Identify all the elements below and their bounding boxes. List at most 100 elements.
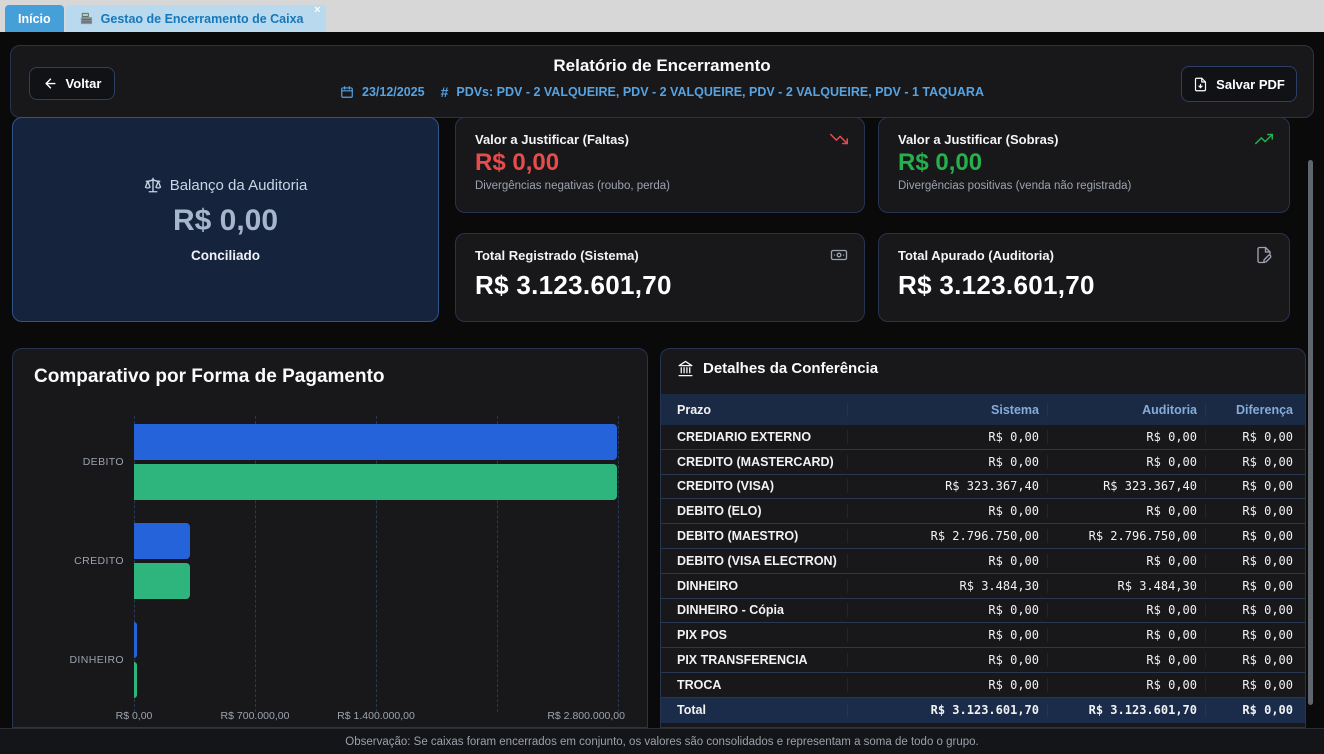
row-prazo: DEBITO (ELO) bbox=[677, 504, 762, 519]
save-pdf-button[interactable]: Salvar PDF bbox=[1181, 66, 1297, 102]
x-axis-tick: R$ 1.400.000,00 bbox=[337, 710, 415, 722]
chart-title: Comparativo por Forma de Pagamento bbox=[34, 366, 385, 387]
faltas-card: Valor a Justificar (Faltas) R$ 0,00 Dive… bbox=[455, 117, 865, 213]
tab-gestao-encerramento[interactable]: Gestao de Encerramento de Caixa × bbox=[65, 4, 326, 32]
row-sistema: R$ 0,00 bbox=[847, 603, 1047, 618]
table-total-row: Total R$ 3.123.601,70 R$ 3.123.601,70 R$… bbox=[661, 697, 1305, 723]
scale-icon bbox=[144, 177, 161, 193]
bar-auditoria-credito[interactable] bbox=[134, 563, 190, 599]
total-diferenca: R$ 0,00 bbox=[1205, 703, 1305, 718]
table-title: Detalhes da Conferência bbox=[703, 360, 879, 377]
row-sistema: R$ 0,00 bbox=[847, 429, 1047, 444]
audit-balance-header: Balanço da Auditoria bbox=[144, 176, 307, 194]
page-title: Relatório de Encerramento bbox=[553, 56, 771, 75]
table-row[interactable]: DINHEIRO - Cópia R$ 0,00 R$ 0,00 R$ 0,00 bbox=[661, 599, 1305, 624]
row-diferenca: R$ 0,00 bbox=[1205, 529, 1305, 544]
row-auditoria: R$ 3.484,30 bbox=[1047, 578, 1205, 593]
trending-down-icon bbox=[830, 130, 848, 148]
file-down-icon bbox=[1195, 77, 1207, 91]
bar-auditoria-debito[interactable] bbox=[134, 464, 618, 500]
total-sistema: R$ 3.123.601,70 bbox=[847, 703, 1047, 718]
chart-plot: DEBITO CREDITO DINHEIRO bbox=[69, 424, 618, 721]
report-header: Voltar Relatório de Encerramento 23/12/2… bbox=[10, 45, 1314, 118]
col-header-diferenca[interactable]: Diferença bbox=[1205, 402, 1305, 417]
row-prazo: TROCA bbox=[677, 677, 722, 692]
table-row[interactable]: CREDITO (VISA) R$ 323.367,40 R$ 323.367,40… bbox=[661, 475, 1305, 500]
bar-group-dinheiro: DINHEIRO bbox=[69, 622, 617, 698]
payment-comparison-chart-card: Comparativo por Forma de Pagamento DEBIT… bbox=[12, 348, 648, 728]
table-row[interactable]: CREDIARIO EXTERNO R$ 0,00 R$ 0,00 R$ 0,00 bbox=[661, 425, 1305, 450]
row-auditoria: R$ 0,00 bbox=[1047, 653, 1205, 668]
tab-inicio[interactable]: Início bbox=[5, 5, 64, 32]
row-diferenca: R$ 0,00 bbox=[1205, 628, 1305, 643]
bar-group-credito: CREDITO bbox=[74, 523, 617, 599]
table-row[interactable]: DEBITO (VISA ELECTRON) R$ 0,00 R$ 0,00 R$ 0… bbox=[661, 549, 1305, 574]
total-label: Total bbox=[677, 703, 706, 718]
table-row[interactable]: DEBITO (ELO) R$ 0,00 R$ 0,00 R$ 0,00 bbox=[661, 499, 1305, 525]
row-sistema: R$ 0,00 bbox=[847, 677, 1047, 692]
landmark-icon bbox=[678, 360, 693, 377]
faltas-value: R$ 0,00 bbox=[475, 149, 560, 176]
table-row[interactable]: DINHEIRO R$ 3.484,30 R$ 3.484,30 R$ 0,00 bbox=[661, 574, 1305, 599]
footer-note: Observação: Se caixas foram encerrados e… bbox=[345, 735, 979, 748]
row-diferenca: R$ 0,00 bbox=[1205, 653, 1305, 668]
row-sistema: R$ 0,00 bbox=[847, 653, 1047, 668]
table-row[interactable]: PIX TRANSFERENCIA R$ 0,00 R$ 0,00 R$ 0,00 bbox=[661, 648, 1305, 673]
back-button-label: Voltar bbox=[65, 76, 102, 91]
row-diferenca: R$ 0,00 bbox=[1205, 553, 1305, 568]
col-header-auditoria[interactable]: Auditoria bbox=[1047, 402, 1205, 417]
table-row[interactable]: DEBITO (MAESTRO) R$ 2.796.750,00 R$ 2.796.… bbox=[661, 524, 1305, 549]
row-auditoria: R$ 0,00 bbox=[1047, 504, 1205, 519]
col-header-prazo[interactable]: Prazo bbox=[677, 402, 712, 417]
bar-sistema-debito[interactable] bbox=[134, 424, 618, 460]
row-prazo: CREDIARIO EXTERNO bbox=[677, 429, 812, 444]
row-auditoria: R$ 0,00 bbox=[1047, 454, 1205, 469]
table-header-row: Prazo Sistema Auditoria Diferença bbox=[661, 394, 1305, 425]
row-auditoria: R$ 0,00 bbox=[1047, 603, 1205, 618]
row-diferenca: R$ 0,00 bbox=[1205, 504, 1305, 519]
row-sistema: R$ 0,00 bbox=[847, 504, 1047, 519]
table-row[interactable]: CREDITO (MASTERCARD) R$ 0,00 R$ 0,00 R$ 0,0… bbox=[661, 450, 1305, 475]
header-subtitle: 23/12/2025 # PDVs: PDV - 2 VALQUEIRE, PD… bbox=[11, 84, 1313, 100]
row-sistema: R$ 3.484,30 bbox=[847, 578, 1047, 593]
close-icon[interactable]: × bbox=[314, 4, 321, 16]
row-diferenca: R$ 0,00 bbox=[1205, 603, 1305, 618]
bar-auditoria-dinheiro[interactable] bbox=[134, 662, 137, 698]
row-diferenca: R$ 0,00 bbox=[1205, 578, 1305, 593]
tab-inicio-label: Início bbox=[18, 11, 51, 26]
file-edit-icon bbox=[1255, 246, 1273, 264]
table-row[interactable]: TROCA R$ 0,00 R$ 0,00 R$ 0,00 bbox=[661, 673, 1305, 698]
bar-sistema-dinheiro[interactable] bbox=[134, 622, 137, 658]
row-prazo: CREDITO (VISA) bbox=[677, 479, 774, 494]
registrado-value: R$ 3.123.601,70 bbox=[475, 270, 672, 300]
cash-register-icon bbox=[79, 11, 94, 26]
back-button[interactable]: Voltar bbox=[29, 67, 115, 100]
category-label: DEBITO bbox=[82, 456, 124, 468]
header-center: Relatório de Encerramento 23/12/2025 # P… bbox=[11, 56, 1313, 100]
row-sistema: R$ 0,00 bbox=[847, 628, 1047, 643]
vertical-scrollbar[interactable] bbox=[1308, 160, 1313, 705]
table-row[interactable]: PIX POS R$ 0,00 R$ 0,00 R$ 0,00 bbox=[661, 623, 1305, 649]
banknote-icon bbox=[830, 246, 848, 264]
bar-sistema-credito[interactable] bbox=[134, 523, 190, 559]
col-header-sistema[interactable]: Sistema bbox=[847, 402, 1047, 417]
x-axis-tick: R$ 0,00 bbox=[115, 710, 153, 722]
gridline bbox=[255, 416, 256, 712]
row-auditoria: R$ 0,00 bbox=[1047, 628, 1205, 643]
row-sistema: R$ 0,00 bbox=[847, 553, 1047, 568]
x-axis-tick: R$ 700.000,00 bbox=[220, 710, 290, 722]
trending-up-icon bbox=[1255, 130, 1273, 148]
chart-x-axis: R$ 0,00 R$ 700.000,00 R$ 1.400.000,00 R$ 2.… bbox=[13, 710, 647, 726]
total-auditoria: R$ 3.123.601,70 bbox=[1047, 703, 1205, 718]
apurado-title: Total Apurado (Auditoria) bbox=[898, 248, 1054, 263]
faltas-subtitle: Divergências negativas (roubo, perda) bbox=[475, 180, 670, 192]
sobras-subtitle: Divergências positivas (venda não regist… bbox=[898, 180, 1132, 192]
audit-balance-status: Conciliado bbox=[190, 248, 260, 263]
audit-balance-value: R$ 0,00 bbox=[172, 204, 279, 237]
row-diferenca: R$ 0,00 bbox=[1205, 454, 1305, 469]
sobras-card: Valor a Justificar (Sobras) R$ 0,00 Dive… bbox=[878, 117, 1290, 213]
row-sistema: R$ 323.367,40 bbox=[847, 479, 1047, 494]
row-sistema: R$ 2.796.750,00 bbox=[847, 529, 1047, 544]
sobras-value: R$ 0,00 bbox=[898, 149, 983, 176]
